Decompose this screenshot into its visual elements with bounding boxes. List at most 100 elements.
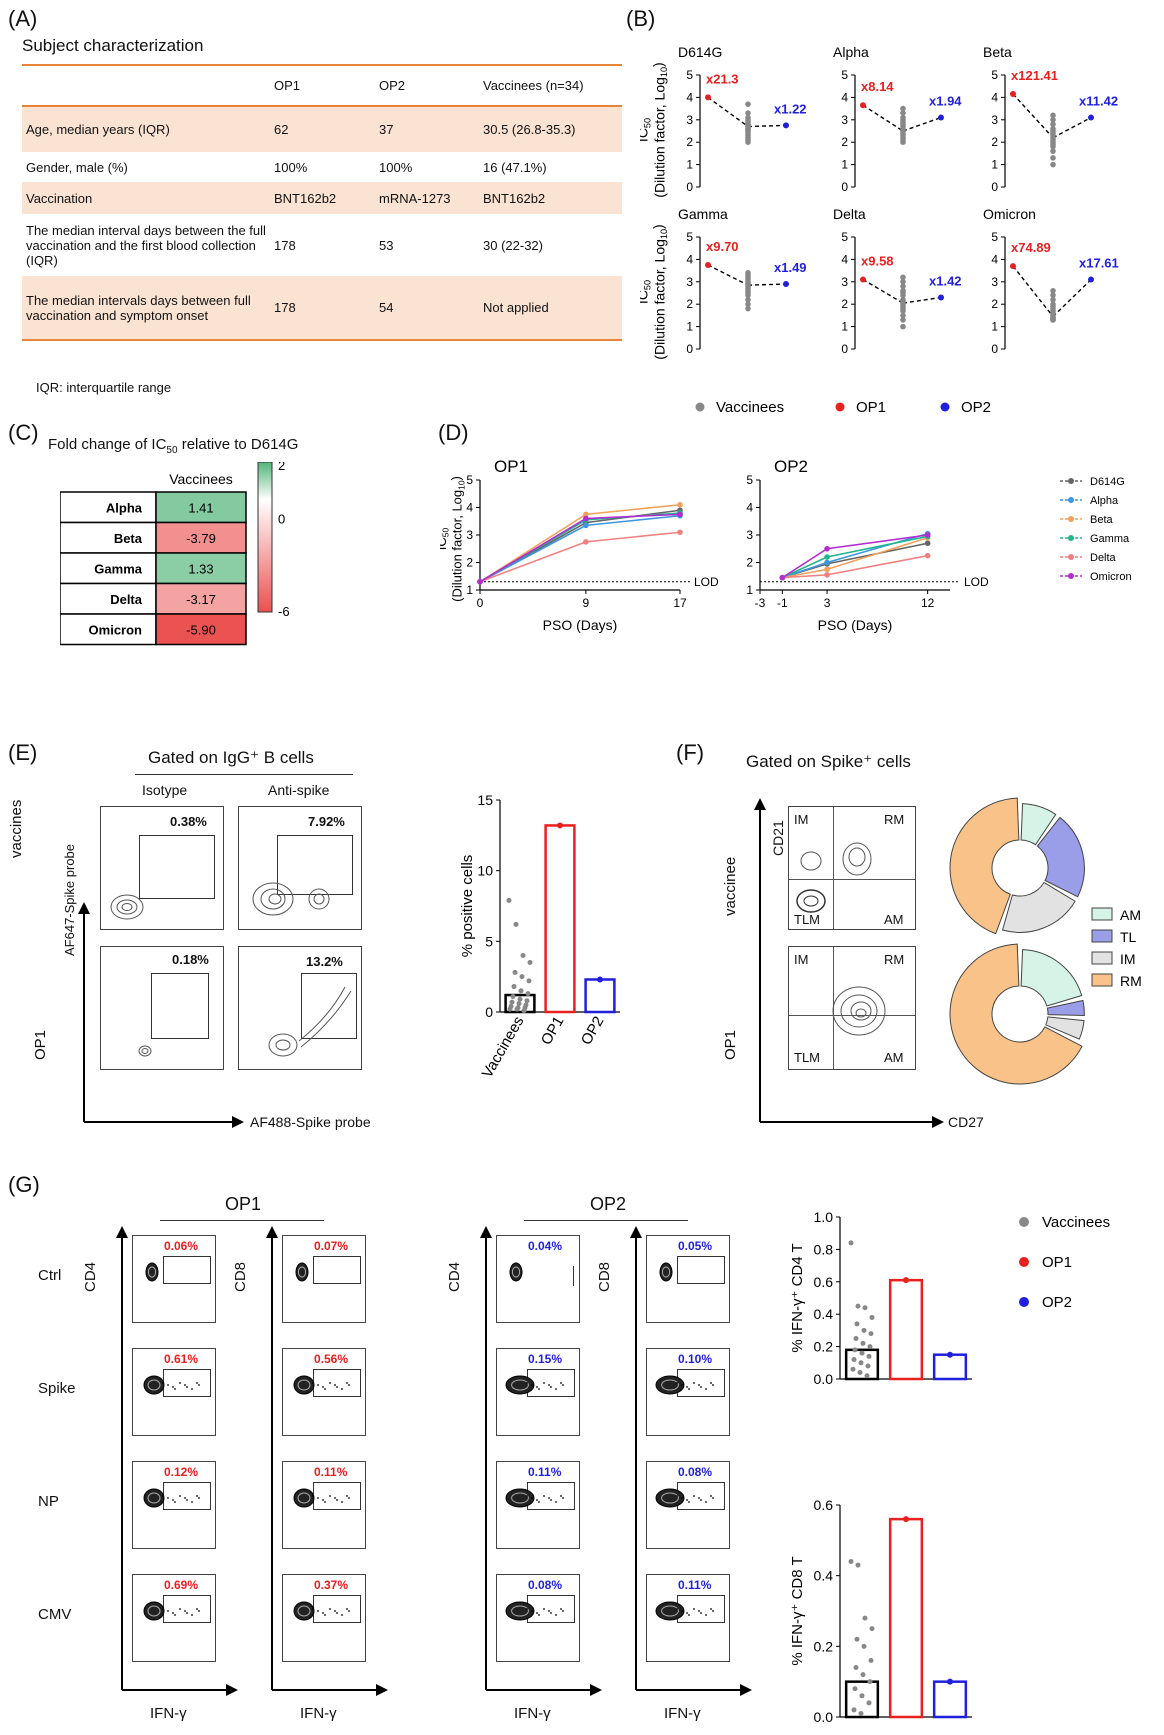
subplot-title: Delta <box>833 206 866 222</box>
legend-label: Vaccinees <box>1042 1214 1110 1231</box>
legend-label: TL <box>1120 929 1137 945</box>
series-line <box>479 512 681 583</box>
event-dot <box>162 1495 164 1497</box>
vaccinee-point <box>900 283 906 290</box>
y-tick-label: 4 <box>686 252 693 266</box>
y-tick-label: 4 <box>991 252 998 266</box>
contour-ring <box>147 1605 161 1617</box>
flow-plot-op2-cd8-cmv <box>646 1574 730 1662</box>
bar <box>504 993 536 1014</box>
series-point <box>824 554 830 560</box>
vaccinee-point <box>521 1008 527 1014</box>
contour-ring <box>147 1492 161 1504</box>
y-tick-label: 0.2 <box>814 1638 834 1654</box>
vaccinee-point <box>861 1327 867 1333</box>
panel-label-b: (B) <box>626 6 656 31</box>
flow-percent: 13.2% <box>306 954 343 969</box>
series-point <box>677 511 683 518</box>
y-tick-label: 2 <box>686 135 693 149</box>
vaccinee-point <box>511 984 517 990</box>
event-dot <box>698 1384 700 1386</box>
y-tick-label: 0 <box>991 180 998 194</box>
event-dot <box>312 1382 314 1384</box>
event-dot <box>191 1501 193 1503</box>
subplot-title: Gamma <box>678 206 728 222</box>
subplot-alpha: Alpha 0 1 2 3 4 5 x8.14 x1.94 <box>833 44 962 194</box>
gate-box <box>313 1256 361 1284</box>
legend-marker <box>1068 535 1074 541</box>
event-dot <box>346 1608 348 1610</box>
legend-swatch <box>1091 929 1113 943</box>
series-point <box>779 574 786 581</box>
vaccinee-point <box>867 1344 873 1350</box>
table-header-op2: OP2 <box>379 78 406 93</box>
y-tick-label: 3 <box>746 528 753 542</box>
series-point <box>824 566 830 573</box>
vaccinee-point <box>853 1665 859 1671</box>
event-dot <box>348 1384 350 1386</box>
flow-plot-op1-cd8-np <box>282 1461 366 1549</box>
contour-blob <box>655 1375 714 1395</box>
vaccinee-point <box>860 1340 866 1346</box>
y-tick-label: 0.4 <box>814 1568 834 1584</box>
heatmap-row-label: Beta <box>114 531 143 546</box>
y-tick-label: 2 <box>841 135 848 149</box>
x-tick-label: -1 <box>777 596 788 610</box>
event-dot <box>538 1614 540 1616</box>
y-axis-label-cd4: CD4 <box>446 1261 463 1292</box>
y-tick-label: 5 <box>841 230 848 244</box>
legend-label: Omicron <box>1090 571 1132 583</box>
legend-label: RM <box>1120 973 1142 989</box>
table-cell: 178 <box>274 300 296 315</box>
vaccinee-point <box>517 996 523 1002</box>
event-dot <box>688 1614 690 1616</box>
heatmap-cell <box>155 613 247 646</box>
event-dot <box>710 1608 712 1610</box>
arrow-head <box>116 1226 128 1238</box>
series-point <box>583 511 589 518</box>
table-cell: The median intervals days between full v… <box>26 292 251 323</box>
op1-point <box>1010 91 1016 98</box>
contour-blob <box>143 1488 200 1508</box>
event-dot <box>198 1610 200 1612</box>
event-dot <box>712 1497 714 1499</box>
legend-marker <box>695 402 705 412</box>
vaccinee-point <box>900 323 906 330</box>
flow-percent: 0.10% <box>678 1352 713 1366</box>
vaccinee-point <box>1050 155 1056 161</box>
y-tick-label: 2 <box>991 297 998 311</box>
bar <box>888 1278 924 1381</box>
flow-plot-op1-cd4-cmv <box>132 1574 216 1662</box>
x-axis-label-ifn-gamma: IFN-γ <box>514 1705 551 1722</box>
bar <box>932 1353 968 1381</box>
vaccinee-point <box>506 897 512 903</box>
panel-f-row-op1: OP1 <box>722 1029 739 1060</box>
vaccinee-point <box>745 139 751 145</box>
vaccinee-point <box>900 312 906 319</box>
panel-f-gated-title: Gated on Spike⁺ cells <box>746 752 911 771</box>
panel-e-col-antispike: Anti-spike <box>268 782 330 798</box>
event-dot <box>693 1608 695 1610</box>
event-dot <box>700 1386 702 1388</box>
op1-connector <box>862 104 904 132</box>
heatmap-row-label: Gamma <box>94 561 142 576</box>
y-tick-label: 3 <box>841 113 848 127</box>
table-top-rule <box>22 64 622 66</box>
arrow-head <box>590 1684 602 1696</box>
panel-label-g: (G) <box>8 1172 40 1197</box>
y-tick-label: 0 <box>841 342 848 356</box>
bar <box>544 824 576 1014</box>
quadrant-label-im: IM <box>794 952 809 967</box>
event-dot <box>341 1501 343 1503</box>
vaccinee-point <box>509 999 515 1005</box>
series-point <box>583 515 589 522</box>
vaccinee-point <box>862 1615 868 1621</box>
op1-fold-label: x74.89 <box>1011 240 1051 255</box>
event-dot <box>348 1610 350 1612</box>
table-cell: Gender, male (%) <box>26 159 128 175</box>
vaccinee-point <box>507 1006 513 1012</box>
table-cell: 62 <box>274 122 289 137</box>
y-tick-label: 4 <box>841 252 848 266</box>
vaccinee-point <box>745 292 751 299</box>
